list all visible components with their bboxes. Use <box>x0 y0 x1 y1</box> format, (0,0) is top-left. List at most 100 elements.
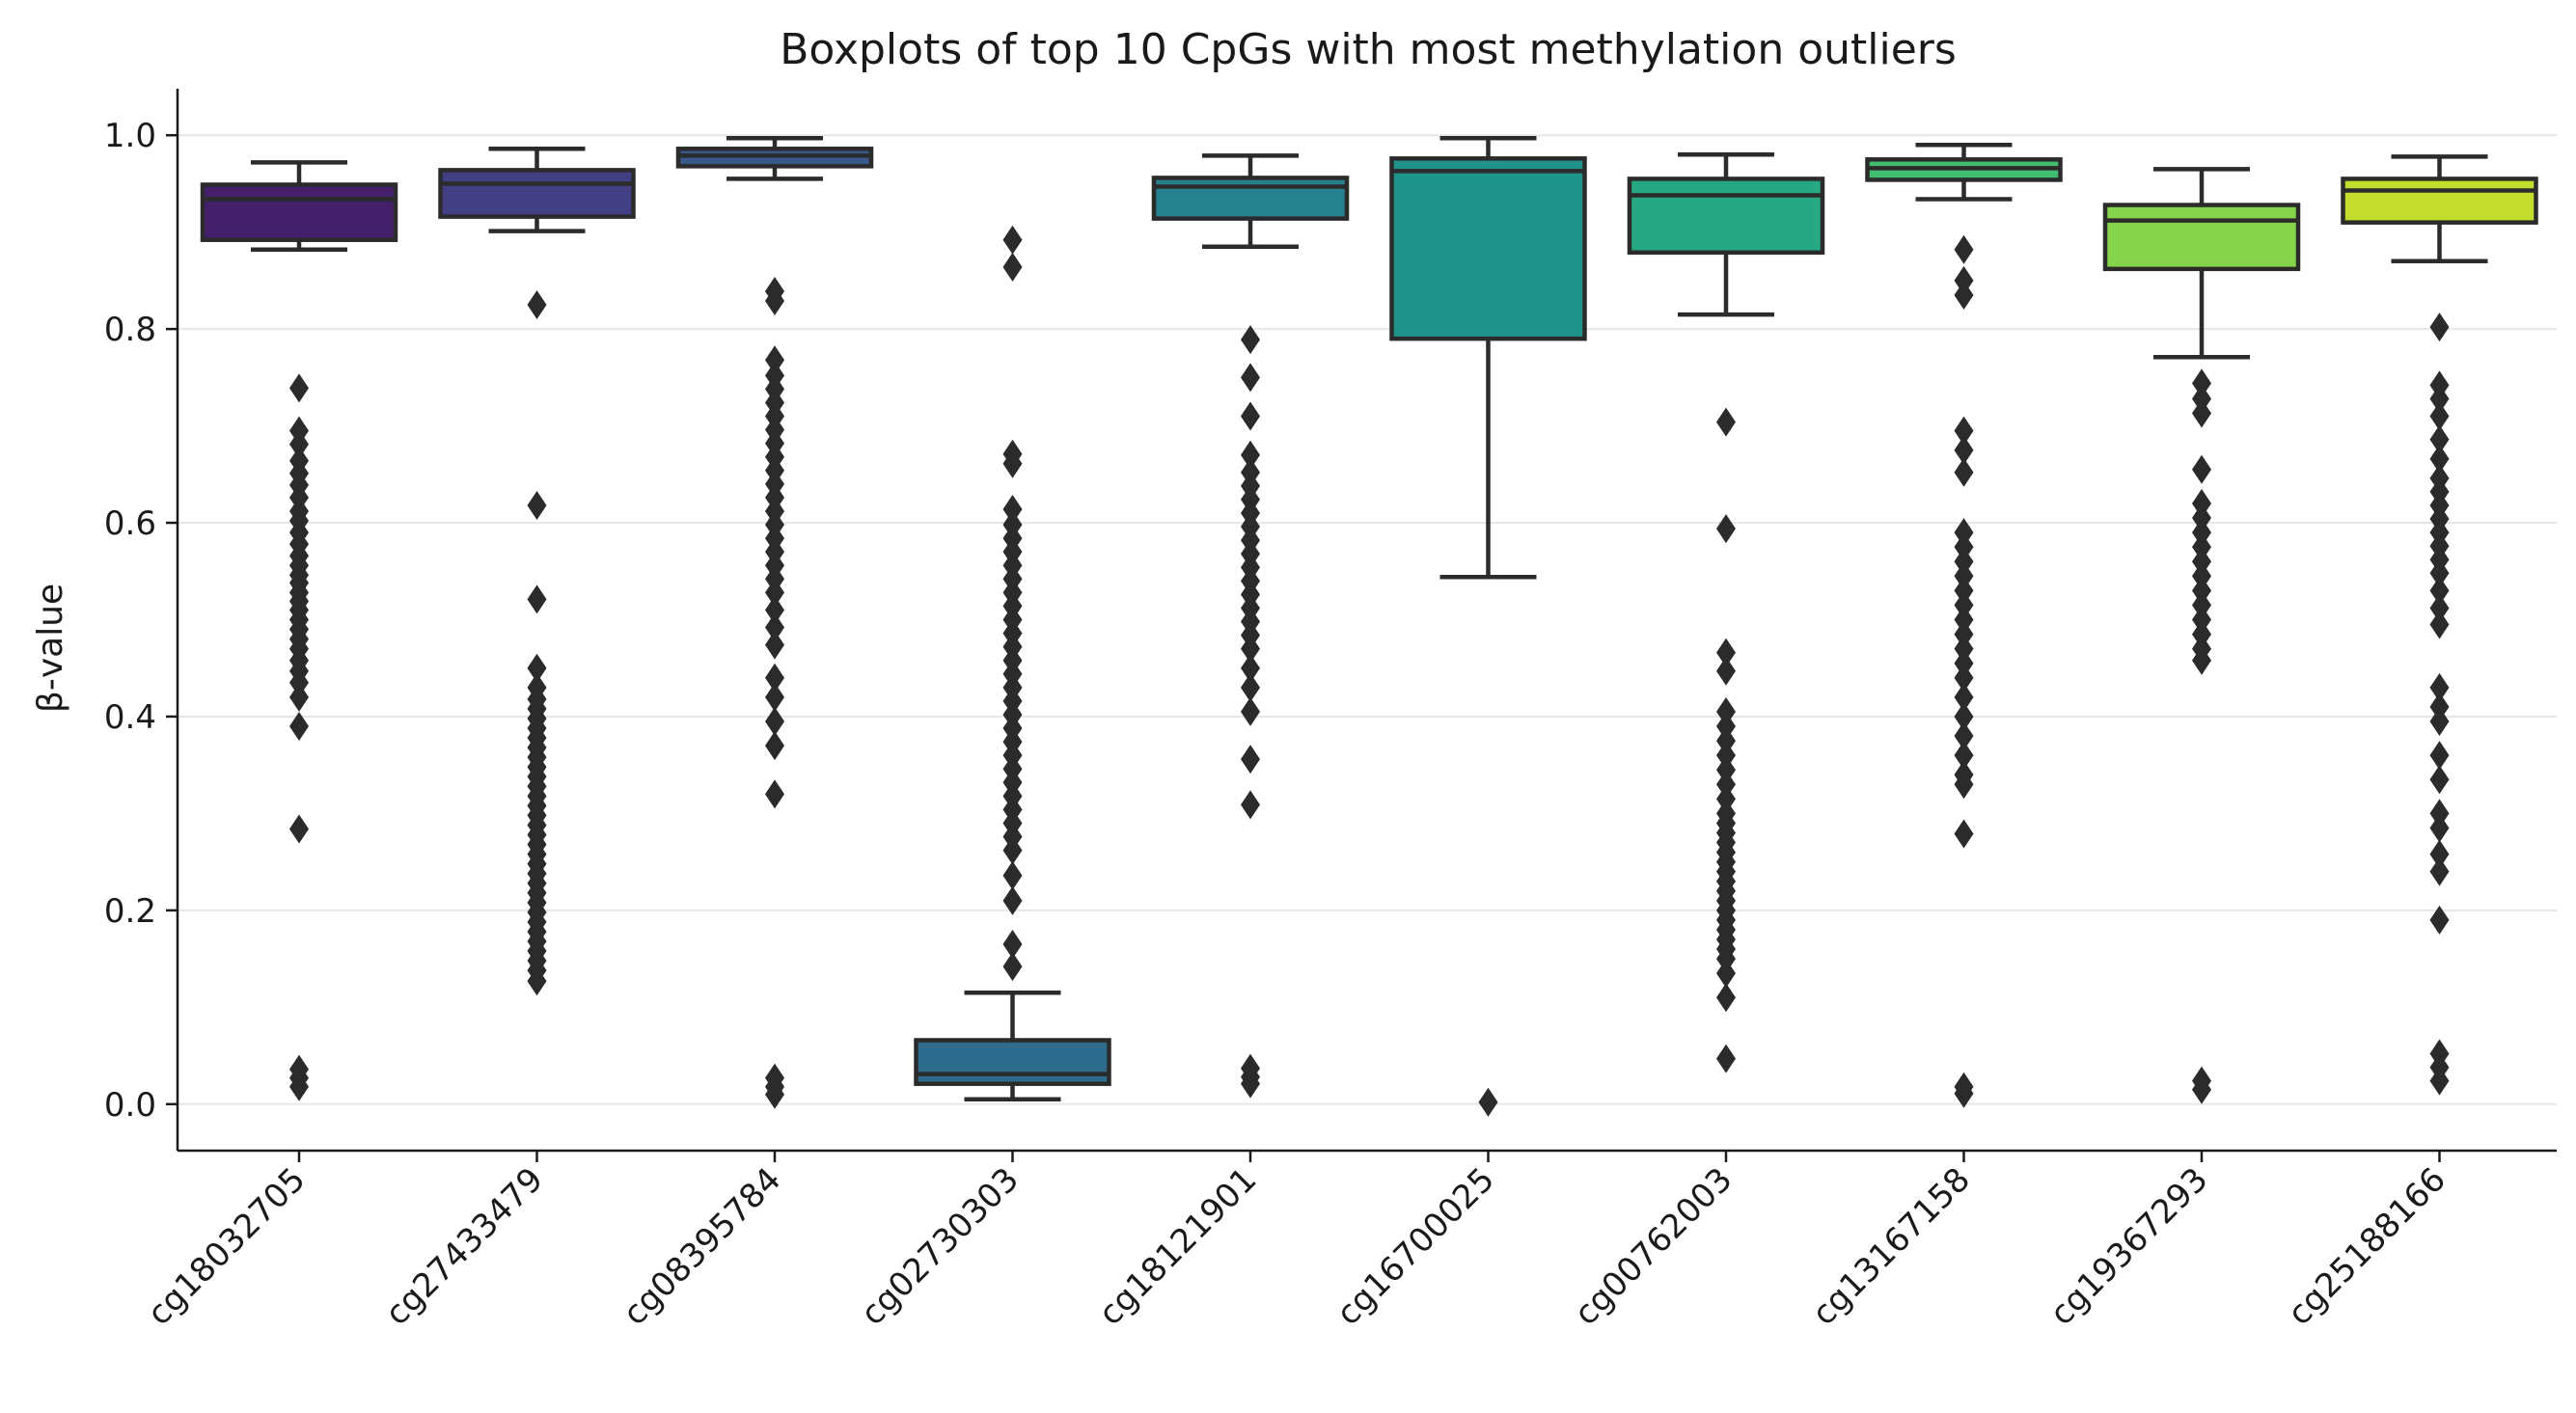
outlier-point <box>2192 561 2211 591</box>
x-tick-label: cg19367293 <box>2042 1160 2215 1333</box>
x-tick-label: cg18121901 <box>1091 1160 1264 1333</box>
outlier-point <box>2429 692 2450 721</box>
outlier-point <box>1954 819 1974 849</box>
outlier-point <box>2429 424 2450 454</box>
outlier-point <box>1716 638 1736 667</box>
x-tick-label: cg02730303 <box>854 1160 1027 1333</box>
y-ticks: 0.0 0.2 0.4 0.6 0.8 1.0 <box>104 117 178 1125</box>
outlier-point <box>1241 325 1260 355</box>
outlier-point <box>2192 605 2211 635</box>
outlier-point <box>1954 634 1974 664</box>
outlier-point <box>2192 384 2211 414</box>
outlier-point <box>765 595 784 625</box>
x-ticks: cg18032705 cg27433479 cg08395784 cg02730303… <box>140 1151 2453 1333</box>
y-tick-label: 0.6 <box>104 504 156 543</box>
outlier-point <box>1002 225 1023 255</box>
outlier-point <box>289 1072 309 1101</box>
outlier-point <box>1716 712 1736 742</box>
outlier-point <box>1954 547 1974 577</box>
outlier-point <box>765 285 784 315</box>
grid-lines <box>178 134 2557 1105</box>
outlier-point <box>765 630 784 660</box>
outlier-point <box>1954 741 1974 771</box>
outlier-point <box>1716 741 1736 771</box>
outlier-point <box>2192 576 2211 606</box>
outlier-point <box>2192 503 2211 533</box>
outlier-point <box>1954 1078 1974 1108</box>
outlier-point <box>2429 706 2450 736</box>
outlier-point <box>289 667 309 697</box>
iqr-box <box>2341 177 2538 225</box>
outlier-point <box>1716 784 1736 814</box>
x-tick-label: cg13167158 <box>1805 1160 1978 1333</box>
outlier-point <box>1954 590 1974 620</box>
outlier-point <box>1954 721 1974 751</box>
outlier-point <box>2429 401 2450 431</box>
outlier-point <box>1716 514 1736 544</box>
y-tick-label: 0.2 <box>104 892 156 931</box>
y-tick-label: 0.0 <box>104 1086 156 1125</box>
outlier-point <box>1954 663 1974 693</box>
box-cg13167158 <box>1865 143 2063 1108</box>
box-cg19367293 <box>2102 167 2301 1104</box>
outlier-point <box>1716 407 1736 437</box>
box-cg18121901 <box>1151 153 1350 1099</box>
outlier-point <box>2429 1066 2450 1096</box>
x-tick-label: cg27433479 <box>378 1160 551 1333</box>
outlier-point <box>2192 518 2211 548</box>
outlier-point <box>1241 634 1260 664</box>
outlier-point <box>1002 494 1023 524</box>
outlier-point <box>1716 755 1736 785</box>
outlier-point <box>765 779 784 809</box>
outlier-point <box>1241 401 1260 431</box>
outlier-point <box>2429 576 2450 606</box>
outlier-point <box>765 682 784 712</box>
outlier-point <box>1716 656 1736 686</box>
outlier-point <box>1954 280 1974 310</box>
outlier-point <box>2429 799 2450 829</box>
iqr-box <box>1151 176 1350 221</box>
outlier-point <box>2429 312 2450 342</box>
outlier-point <box>527 490 547 520</box>
outlier-point <box>2429 672 2450 702</box>
outlier-point <box>1478 1087 1498 1117</box>
outlier-point <box>1241 672 1260 702</box>
outlier-point <box>1241 653 1260 683</box>
outlier-point <box>1954 416 1974 446</box>
outlier-point <box>1241 696 1260 726</box>
outlier-point <box>1954 682 1974 712</box>
box-series <box>200 135 2538 1117</box>
outlier-point <box>765 578 784 608</box>
y-tick-label: 0.4 <box>104 698 156 737</box>
outlier-point <box>2429 813 2450 843</box>
outlier-point <box>1002 885 1023 915</box>
x-tick-label: cg08395784 <box>616 1160 788 1333</box>
outlier-point <box>2429 839 2450 869</box>
outlier-point <box>1954 234 1974 264</box>
box-cg08395784 <box>675 135 874 1109</box>
outlier-point <box>1954 435 1974 465</box>
outlier-point <box>2192 590 2211 620</box>
y-tick-label: 1.0 <box>104 117 156 155</box>
outlier-point <box>289 429 309 459</box>
outlier-point <box>765 706 784 736</box>
outlier-point <box>1002 930 1023 960</box>
iqr-box <box>2102 203 2301 272</box>
outlier-point <box>1002 835 1023 865</box>
x-tick-label: cg25188166 <box>2281 1160 2453 1333</box>
outlier-point <box>2192 488 2211 518</box>
x-tick-label: cg18032705 <box>140 1160 313 1333</box>
outlier-point <box>1716 959 1736 989</box>
outlier-point <box>1002 952 1023 982</box>
outlier-point <box>2192 398 2211 428</box>
outlier-point <box>1954 619 1974 649</box>
box-cg00762003 <box>1627 152 1825 1073</box>
box-cg18032705 <box>200 160 398 1101</box>
outlier-point <box>1954 518 1974 548</box>
iqr-box <box>914 1038 1111 1086</box>
outlier-point <box>1716 983 1736 1013</box>
outlier-point <box>765 663 784 693</box>
outlier-point <box>1241 363 1260 393</box>
outlier-point <box>765 1079 784 1109</box>
outlier-point <box>2192 645 2211 675</box>
